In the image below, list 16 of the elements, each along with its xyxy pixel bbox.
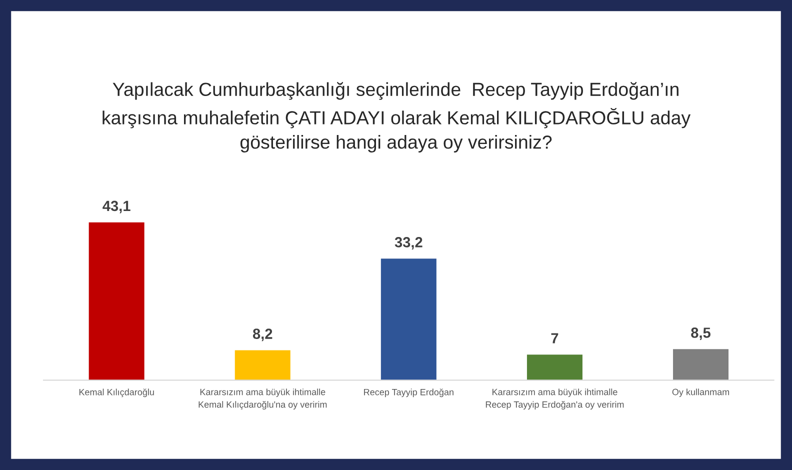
data-label: 8,2 xyxy=(252,328,272,342)
bar xyxy=(380,258,436,380)
bar xyxy=(526,354,582,380)
data-label: 33,2 xyxy=(394,237,422,250)
x-tick-label: Oy kullanmam xyxy=(672,388,730,397)
x-tick-label: Kararsızım ama büyük ihtimalle Kemal Kılıçdaroğlu'na oy veririm xyxy=(198,388,327,410)
x-tick-label: Recep Tayyip Erdoğan xyxy=(364,388,454,398)
chart-title: Yapılacak Cumhurbaşkanlığı seçimlerinde Recep Tayyip Erdoğan’ın karşısına muhalefetin ÇATI ADAYI olarak Kemal KILIÇDAROĞLU aday gösterilirse hangi adaya oy verirsiniz? xyxy=(102,82,691,152)
x-tick-label: Kararsızım ama büyük ihtimalle Recep Tayyip Erdoğan'a oy veririm xyxy=(486,388,624,410)
data-label: 7 xyxy=(551,333,558,344)
bar xyxy=(673,349,729,380)
data-label: 8,5 xyxy=(691,328,710,340)
data-label: 43,1 xyxy=(102,200,130,214)
bar xyxy=(234,350,290,380)
x-tick-label: Kemal Kılıçdaroğlu xyxy=(79,388,154,398)
bar xyxy=(88,222,144,380)
